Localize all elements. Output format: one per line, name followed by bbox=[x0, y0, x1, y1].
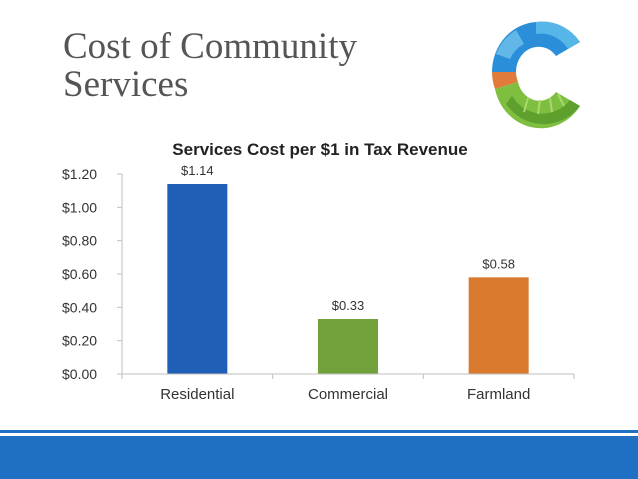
y-tick-label: $0.00 bbox=[62, 366, 97, 382]
slide-title: Cost of Community Services bbox=[63, 28, 357, 104]
slide-title-line-1: Cost of Community bbox=[63, 26, 357, 67]
footer-divider bbox=[0, 430, 638, 433]
bar-farmland bbox=[468, 277, 529, 374]
bar-residential bbox=[167, 184, 228, 374]
y-tick-label: $0.80 bbox=[62, 233, 97, 249]
x-tick-label-residential: Residential bbox=[160, 386, 234, 403]
data-label-residential: $1.14 bbox=[181, 163, 214, 178]
y-tick-label: $0.20 bbox=[62, 333, 97, 349]
footer-bar bbox=[0, 436, 638, 479]
y-tick-label: $0.40 bbox=[62, 299, 97, 315]
x-tick-label-commercial: Commercial bbox=[308, 386, 388, 403]
y-tick-label: $1.00 bbox=[62, 199, 97, 215]
y-tick-label: $0.60 bbox=[62, 266, 97, 282]
x-tick-label-farmland: Farmland bbox=[467, 386, 530, 403]
y-tick-label: $1.20 bbox=[62, 166, 97, 182]
bars: $1.14 $0.33 $0.58 bbox=[167, 163, 529, 374]
data-label-farmland: $0.58 bbox=[482, 256, 515, 271]
c-logo-icon bbox=[491, 21, 580, 129]
y-axis: $0.00 $0.20 $0.40 $0.60 $0.80 $1.00 $1.20 bbox=[62, 166, 123, 382]
data-label-commercial: $0.33 bbox=[332, 298, 365, 313]
bar-commercial bbox=[318, 319, 378, 374]
slide-title-line-2: Services bbox=[63, 64, 189, 105]
bar-chart: Services Cost per $1 in Tax Revenue $0.0… bbox=[62, 140, 575, 403]
x-axis: Residential Commercial Farmland bbox=[121, 373, 575, 403]
chart-title: Services Cost per $1 in Tax Revenue bbox=[172, 140, 467, 159]
